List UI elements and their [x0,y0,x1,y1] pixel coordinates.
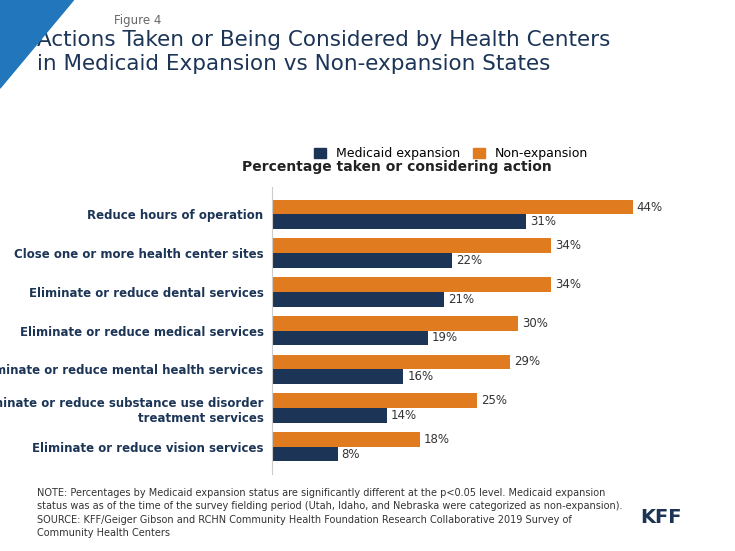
Text: NOTE: Percentages by Medicaid expansion status are significantly different at th: NOTE: Percentages by Medicaid expansion … [37,488,623,538]
Text: 14%: 14% [391,409,417,422]
Text: 44%: 44% [637,201,663,214]
Text: Percentage taken or considering action: Percentage taken or considering action [242,160,552,174]
Bar [272,432,420,447]
Bar [272,408,387,423]
Text: 31%: 31% [530,215,556,228]
Bar [272,355,509,369]
Text: 34%: 34% [555,278,581,291]
Text: 34%: 34% [555,239,581,252]
Bar [272,292,444,306]
Text: 25%: 25% [481,394,507,407]
Text: 29%: 29% [514,355,540,369]
Text: 19%: 19% [431,332,458,344]
Bar [272,331,428,345]
Legend: Medicaid expansion, Non-expansion: Medicaid expansion, Non-expansion [309,142,593,165]
Bar [272,277,551,292]
Bar [272,199,633,214]
Text: Actions Taken or Being Considered by Health Centers
in Medicaid Expansion vs Non: Actions Taken or Being Considered by Hea… [37,30,610,74]
Text: 21%: 21% [448,293,474,306]
Text: 16%: 16% [407,370,434,383]
Bar [272,447,337,462]
Bar [272,239,551,253]
Bar [272,393,477,408]
Bar [272,369,403,384]
Text: 22%: 22% [456,254,483,267]
Text: Figure 4: Figure 4 [114,14,161,27]
Text: KFF: KFF [641,509,682,527]
Bar [272,253,452,268]
Bar [272,316,518,331]
Text: 18%: 18% [423,433,450,446]
Text: 8%: 8% [342,447,360,461]
Text: 30%: 30% [522,317,548,329]
Bar [272,214,526,229]
